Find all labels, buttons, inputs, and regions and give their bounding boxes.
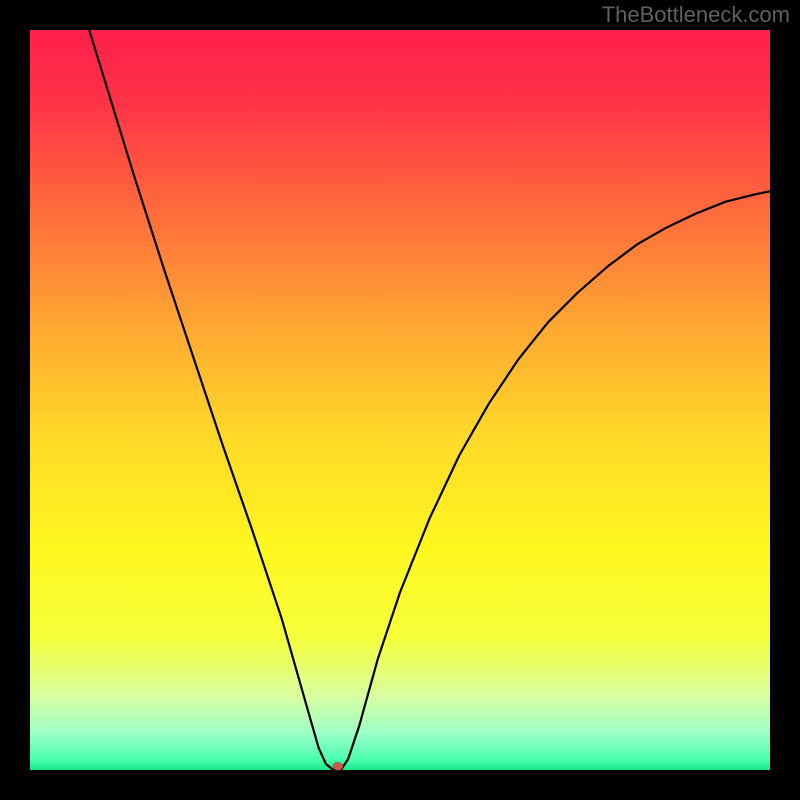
optimal-point-marker: [333, 762, 343, 770]
bottleneck-chart: [0, 0, 800, 800]
chart-container: TheBottleneck.com: [0, 0, 800, 800]
watermark-text: TheBottleneck.com: [602, 2, 790, 28]
